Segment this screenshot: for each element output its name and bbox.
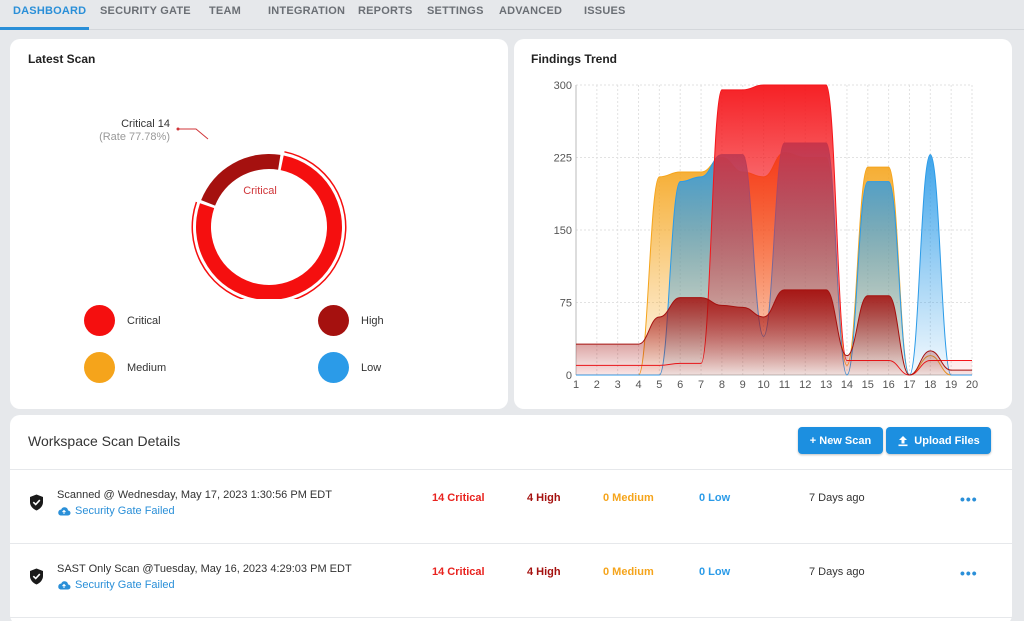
- x-tick-label: 19: [945, 379, 957, 391]
- legend-critical: Critical: [84, 305, 161, 336]
- x-tick-label: 11: [779, 379, 790, 391]
- x-tick-label: 15: [862, 379, 874, 391]
- active-tab-indicator: [0, 27, 89, 30]
- table-row[interactable]: SAST Only Scan @Tuesday, May 16, 2023 4:…: [10, 545, 1012, 617]
- security-gate-label: Security Gate Failed: [75, 579, 175, 591]
- details-title: Workspace Scan Details: [28, 433, 181, 449]
- findings-trend-card: Findings Trend 0 75 150 225 300 1 2 3 4 5 6 7 8 9 10 11…: [514, 39, 1012, 409]
- x-tick-label: 2: [594, 379, 600, 391]
- x-tick-label: 1: [573, 379, 579, 391]
- upload-files-label: Upload Files: [914, 434, 980, 447]
- details-divider: [10, 617, 1012, 618]
- high-count: 4 High: [527, 492, 561, 504]
- callout-critical-count: Critical 14: [121, 118, 170, 130]
- tab-issues[interactable]: ISSUES: [584, 5, 626, 17]
- tab-settings[interactable]: SETTINGS: [427, 5, 484, 17]
- x-tick-label: 9: [740, 379, 746, 391]
- tab-dashboard[interactable]: DASHBOARD: [13, 5, 87, 17]
- scan-name: SAST Only Scan @Tuesday, May 16, 2023 4:…: [57, 563, 352, 575]
- security-gate-status[interactable]: Security Gate Failed: [57, 505, 175, 517]
- low-count: 0 Low: [699, 492, 731, 504]
- donut-center-label: Critical: [243, 185, 277, 197]
- shield-check-icon: [30, 568, 43, 585]
- security-gate-status[interactable]: Security Gate Failed: [57, 579, 175, 591]
- low-count: 0 Low: [699, 566, 731, 578]
- legend-high-swatch: [318, 305, 349, 336]
- x-tick-label: 5: [656, 379, 662, 391]
- security-gate-label: Security Gate Failed: [75, 505, 175, 517]
- series-area-critical[interactable]: [576, 85, 972, 375]
- cloud-icon: [58, 507, 71, 516]
- new-scan-button[interactable]: + New Scan: [798, 427, 883, 454]
- medium-count: 0 Medium: [603, 566, 654, 578]
- donut-slice-high[interactable]: [201, 154, 281, 206]
- y-tick-label: 75: [560, 298, 572, 310]
- x-tick-label: 10: [757, 379, 769, 391]
- critical-count: 14 Critical: [432, 566, 485, 578]
- top-navigation: DASHBOARD SECURITY GATE TEAM INTEGRATION…: [0, 0, 1024, 30]
- y-tick-label: 150: [554, 225, 572, 237]
- x-tick-label: 14: [841, 379, 853, 391]
- tab-reports[interactable]: REPORTS: [358, 5, 413, 17]
- y-tick-label: 0: [566, 370, 572, 382]
- tab-team[interactable]: TEAM: [209, 5, 241, 17]
- scan-age: 7 Days ago: [809, 566, 865, 578]
- donut-highlight-ring: [191, 151, 347, 299]
- workspace-scan-details-card: Workspace Scan Details + New Scan Upload…: [10, 415, 1012, 621]
- x-tick-label: 18: [924, 379, 936, 391]
- high-count: 4 High: [527, 566, 561, 578]
- latest-scan-donut: [176, 127, 347, 299]
- legend-critical-label: Critical: [127, 314, 161, 327]
- callout-rate: (Rate 77.78%): [99, 131, 170, 143]
- medium-count: 0 Medium: [603, 492, 654, 504]
- cloud-icon: [58, 581, 71, 590]
- row-menu-button[interactable]: •••: [960, 491, 978, 507]
- y-tick-label: 300: [554, 80, 572, 92]
- legend-high: High: [318, 305, 384, 336]
- legend-medium-swatch: [84, 352, 115, 383]
- series-line-high: [576, 289, 973, 376]
- x-tick-label: 6: [677, 379, 683, 391]
- x-tick-label: 8: [719, 379, 725, 391]
- row-menu-button[interactable]: •••: [960, 565, 978, 581]
- x-tick-label: 16: [883, 379, 895, 391]
- y-tick-label: 225: [554, 153, 572, 165]
- legend-low: Low: [318, 352, 381, 383]
- latest-scan-title: Latest Scan: [28, 52, 96, 66]
- latest-scan-card: Latest Scan Critical 14 (Rate 77.78%) Cr…: [10, 39, 508, 409]
- shield-check-icon: [30, 494, 43, 511]
- legend-medium-label: Medium: [127, 361, 167, 374]
- tab-integration[interactable]: INTEGRATION: [268, 5, 346, 17]
- upload-icon: [898, 435, 908, 446]
- upload-files-button[interactable]: Upload Files: [886, 427, 991, 454]
- scan-name: Scanned @ Wednesday, May 17, 2023 1:30:5…: [57, 489, 332, 501]
- scan-age: 7 Days ago: [809, 492, 865, 504]
- critical-count: 14 Critical: [432, 492, 485, 504]
- x-tick-label: 20: [966, 379, 978, 391]
- callout-dot: [176, 127, 180, 131]
- series-area-high[interactable]: [576, 289, 972, 375]
- findings-trend-title: Findings Trend: [531, 52, 617, 66]
- legend-medium: Medium: [84, 352, 166, 383]
- x-tick-label: 3: [615, 379, 621, 391]
- x-tick-label: 12: [799, 379, 811, 391]
- tab-advanced[interactable]: ADVANCED: [499, 5, 563, 17]
- legend-low-label: Low: [361, 361, 382, 374]
- details-divider: [10, 543, 1012, 544]
- x-tick-label: 4: [635, 379, 641, 391]
- callout-leader-line: [178, 128, 209, 140]
- legend-high-label: High: [361, 314, 384, 327]
- table-row[interactable]: Scanned @ Wednesday, May 17, 2023 1:30:5…: [10, 471, 1012, 543]
- legend-low-swatch: [318, 352, 349, 383]
- x-tick-label: 13: [820, 379, 832, 391]
- legend-critical-swatch: [84, 305, 115, 336]
- x-tick-label: 7: [698, 379, 704, 391]
- details-divider: [10, 469, 1012, 470]
- tab-security-gate[interactable]: SECURITY GATE: [100, 5, 191, 17]
- x-tick-label: 17: [903, 379, 915, 391]
